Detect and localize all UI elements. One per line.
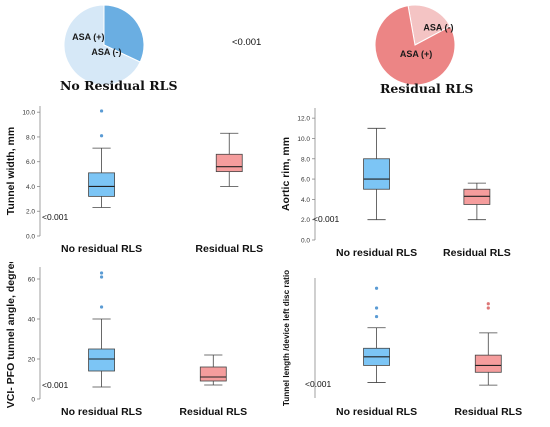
outlier-point: [99, 271, 104, 275]
boxplot-tunnel-angle-svg: 0 20 40 60 VCI- PFO tunnel angle, degree <0.0…: [5, 258, 247, 418]
p-value-label: <0.001: [42, 380, 69, 390]
pie-slice: [63, 4, 141, 86]
outlier-point: [99, 305, 104, 309]
pie-slice: [103, 4, 145, 63]
pie-chart-residual: ASA (-) ASA (+): [374, 4, 456, 86]
y-tick-label: 20: [28, 357, 36, 364]
box-iqr: [199, 366, 227, 382]
boxplot-aortic-rim-svg: 0.0 2.0 4.0 6.0 8.0 10.0 12.0 Aortic rim, mm <0.…: [280, 108, 511, 259]
category-label: Residual RLS: [179, 406, 247, 418]
y-tick-label: 8.0: [301, 156, 310, 163]
boxplot-tunnel-width: 0.0 2.0 4.0 6.0 8.0 10.0 Tunnel width, mm <0.00…: [0, 98, 275, 262]
outlier-point: [486, 302, 490, 306]
outlier-point: [99, 109, 104, 113]
y-tick-label: 10.0: [297, 136, 310, 143]
y-tick-label: 12.0: [297, 116, 310, 123]
boxplot-tunnel-ratio-svg: Tunnel length /device left disc ratio <0.…: [282, 270, 522, 418]
top-p-value: <0.001: [232, 37, 262, 48]
outlier-point: [374, 286, 379, 290]
p-value-label: <0.001: [313, 214, 340, 224]
p-value-label: <0.001: [42, 212, 69, 222]
pie-no-residual: ASA (+) ASA (-): [62, 3, 146, 87]
p-value-label: <0.001: [305, 379, 332, 389]
category-label: Residual RLS: [195, 243, 263, 255]
y-tick-label: 60: [28, 277, 36, 284]
pie-slice-label: ASA (+): [72, 32, 104, 42]
boxplot-tunnel-ratio: Tunnel length /device left disc ratio <0.…: [275, 262, 550, 423]
outlier-point: [486, 306, 490, 310]
category-label: Residual RLS: [454, 406, 522, 418]
boxplot-aortic-rim: 0.0 2.0 4.0 6.0 8.0 10.0 12.0 Aortic rim, mm <0.…: [275, 98, 550, 262]
pie-slice: [407, 4, 451, 46]
y-axis-label: VCI- PFO tunnel angle, degree: [5, 262, 17, 408]
boxplot-tunnel-width-svg: 0.0 2.0 4.0 6.0 8.0 10.0 Tunnel width, mm <0.00…: [5, 106, 263, 255]
box-iqr: [474, 354, 502, 373]
y-tick-label: 0.0: [26, 234, 35, 241]
outlier-point: [374, 306, 379, 310]
y-tick-label: 4.0: [26, 184, 35, 191]
y-tick-label: 0: [31, 397, 35, 404]
y-tick-label: 40: [28, 317, 36, 324]
group-title-no-residual: No Residual RLS: [60, 78, 178, 93]
pie-chart-no-residual: ASA (+) ASA (-): [63, 4, 145, 86]
category-label: No residual RLS: [336, 247, 417, 259]
category-label: Residual RLS: [443, 247, 511, 259]
pie-slice-label: ASA (-): [91, 47, 121, 57]
y-tick-label: 8.0: [26, 134, 35, 141]
pie-slice-label: ASA (+): [400, 49, 432, 59]
outlier-point: [99, 134, 104, 138]
box-iqr: [215, 153, 243, 173]
box-iqr: [88, 348, 115, 372]
y-axis-label: Tunnel width, mm: [5, 127, 17, 215]
box-iqr: [88, 172, 115, 197]
outlier-point: [374, 314, 379, 319]
y-tick-label: 6.0: [301, 177, 310, 184]
y-tick-label: 10.0: [22, 110, 35, 117]
boxplot-tunnel-angle: 0 20 40 60 VCI- PFO tunnel angle, degree <0.0…: [0, 258, 275, 423]
outlier-point: [99, 275, 104, 279]
y-tick-label: 4.0: [301, 197, 310, 204]
y-tick-label: 2.0: [26, 209, 35, 216]
y-tick-label: 2.0: [301, 217, 310, 224]
group-title-residual: Residual RLS: [380, 81, 474, 96]
y-tick-label: 0.0: [301, 238, 310, 245]
box-iqr: [363, 158, 390, 190]
pie-slice-label: ASA (-): [423, 23, 453, 33]
pie-residual: ASA (-) ASA (+): [373, 3, 457, 87]
category-label: No residual RLS: [61, 243, 142, 255]
pie-slice: [374, 5, 456, 86]
y-axis-label: Aortic rim, mm: [280, 137, 292, 211]
y-axis-label: Tunnel length /device left disc ratio: [282, 270, 291, 406]
category-label: No residual RLS: [61, 406, 142, 418]
category-label: No residual RLS: [336, 406, 417, 418]
y-tick-label: 6.0: [26, 159, 35, 166]
